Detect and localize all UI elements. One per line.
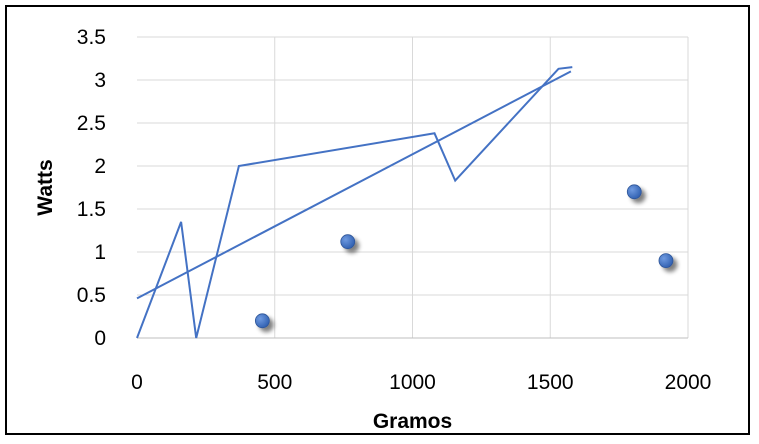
tick-labels: 0 500 1000 1500 2000 0 0.5 1 1.5 2 2.5 3 3.5 <box>77 26 712 394</box>
y-tick-label: 3.5 <box>77 26 106 49</box>
x-axis-title: Gramos <box>373 410 452 433</box>
y-tick-label: 2.5 <box>77 112 106 135</box>
y-tick-label: 0.5 <box>77 284 106 307</box>
trendline <box>136 70 572 300</box>
data-point <box>254 313 270 329</box>
y-axis-title: Watts <box>34 159 57 215</box>
data-point <box>340 234 356 250</box>
x-tick-label: 1000 <box>389 371 436 394</box>
y-tick-label: 2 <box>94 155 106 178</box>
x-tick-label: 1500 <box>527 371 574 394</box>
y-tick-label: 0 <box>94 327 106 350</box>
series-layer <box>136 66 674 339</box>
data-point <box>658 253 674 269</box>
x-tick-label: 500 <box>257 371 292 394</box>
x-tick-label: 2000 <box>665 371 712 394</box>
gridlines <box>137 36 689 338</box>
chart-frame <box>5 5 750 435</box>
series-line <box>136 66 573 339</box>
y-tick-label: 1 <box>94 241 106 264</box>
y-tick-label: 1.5 <box>77 198 106 221</box>
y-tick-label: 3 <box>94 69 106 92</box>
x-tick-label: 0 <box>131 371 143 394</box>
data-point <box>626 184 642 200</box>
